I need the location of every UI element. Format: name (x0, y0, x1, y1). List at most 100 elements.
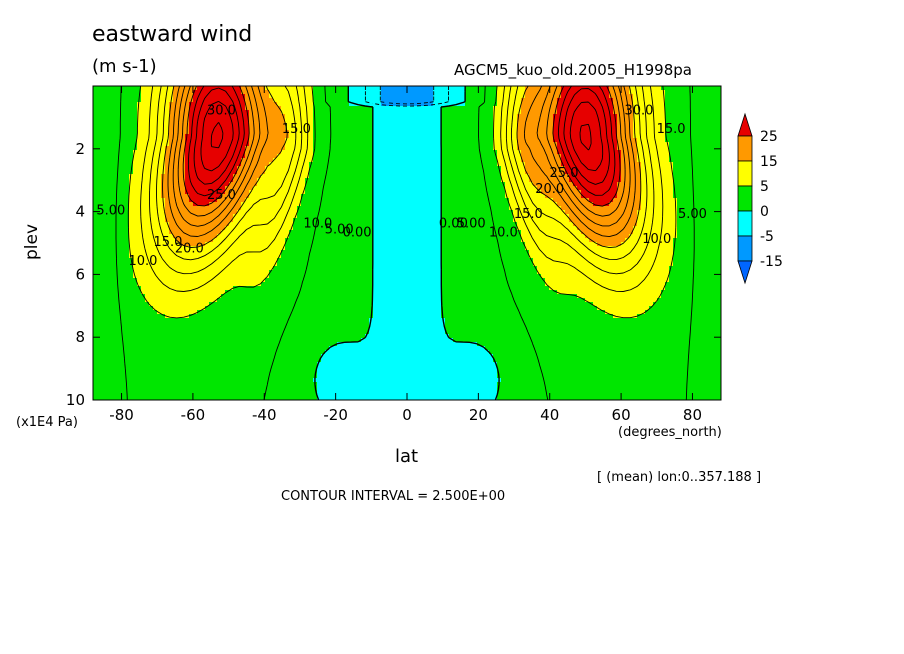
field-cell (541, 154, 546, 159)
field-cell (461, 178, 466, 183)
field-cell (501, 198, 506, 203)
field-cell (693, 158, 698, 163)
field-cell (109, 154, 114, 159)
field-cell (129, 202, 134, 207)
field-cell (581, 130, 586, 135)
field-cell (361, 114, 366, 119)
field-cell (101, 182, 106, 187)
field-cell (589, 102, 594, 107)
field-cell (513, 118, 518, 123)
field-cell (501, 190, 506, 195)
field-cell (445, 110, 450, 115)
field-cell (385, 98, 390, 103)
field-cell (97, 150, 102, 155)
field-cell (489, 134, 494, 139)
field-cell (561, 130, 566, 135)
field-cell (217, 170, 222, 175)
field-cell (705, 122, 710, 127)
field-cell (97, 166, 102, 171)
field-cell (481, 206, 486, 211)
field-cell (453, 122, 458, 127)
field-cell (417, 130, 422, 135)
field-cell (377, 182, 382, 187)
field-cell (377, 158, 382, 163)
field-cell (189, 190, 194, 195)
field-cell (357, 166, 362, 171)
field-cell (425, 134, 430, 139)
field-cell (277, 174, 282, 179)
field-cell (277, 138, 282, 143)
field-cell (489, 130, 494, 135)
field-cell (593, 126, 598, 131)
field-cell (557, 106, 562, 111)
field-cell (393, 126, 398, 131)
field-cell (413, 130, 418, 135)
field-cell (265, 130, 270, 135)
field-cell (453, 182, 458, 187)
field-cell (681, 166, 686, 171)
field-cell (457, 150, 462, 155)
field-cell (357, 86, 362, 91)
field-cell (685, 198, 690, 203)
field-cell (365, 142, 370, 147)
field-cell (361, 198, 366, 203)
field-cell (333, 122, 338, 127)
field-cell (117, 154, 122, 159)
field-cell (489, 158, 494, 163)
field-cell (453, 90, 458, 95)
field-cell (189, 202, 194, 207)
field-cell (401, 90, 406, 95)
field-cell (421, 190, 426, 195)
field-cell (145, 186, 150, 191)
field-cell (145, 206, 150, 211)
field-cell (245, 98, 250, 103)
field-cell (641, 98, 646, 103)
field-cell (337, 198, 342, 203)
field-cell (93, 138, 98, 143)
field-cell (453, 206, 458, 211)
field-cell (149, 150, 154, 155)
field-cell (397, 166, 402, 171)
field-cell (333, 178, 338, 183)
field-cell (353, 194, 358, 199)
field-cell (245, 106, 250, 111)
field-cell (673, 166, 678, 171)
field-cell (589, 94, 594, 99)
field-cell (585, 182, 590, 187)
field-cell (397, 86, 402, 91)
field-cell (589, 162, 594, 167)
field-cell (409, 146, 414, 151)
field-cell (341, 130, 346, 135)
field-cell (617, 118, 622, 123)
field-cell (517, 114, 522, 119)
field-cell (93, 118, 98, 123)
field-cell (481, 126, 486, 131)
field-cell (409, 114, 414, 119)
field-cell (661, 154, 666, 159)
field-cell (533, 166, 538, 171)
field-cell (521, 110, 526, 115)
field-cell (221, 118, 226, 123)
field-cell (273, 122, 278, 127)
field-cell (329, 202, 334, 207)
field-cell (625, 86, 630, 91)
field-cell (685, 158, 690, 163)
field-cell (125, 114, 130, 119)
field-cell (429, 178, 434, 183)
field-cell (101, 90, 106, 95)
field-cell (329, 94, 334, 99)
field-cell (357, 194, 362, 199)
field-cell (473, 158, 478, 163)
field-cell (585, 202, 590, 207)
field-cell (337, 194, 342, 199)
field-cell (425, 86, 430, 91)
field-cell (305, 106, 310, 111)
field-cell (641, 170, 646, 175)
field-cell (485, 86, 490, 91)
field-cell (265, 154, 270, 159)
field-cell (233, 98, 238, 103)
field-cell (461, 170, 466, 175)
field-cell (257, 206, 262, 211)
field-cell (493, 178, 498, 183)
field-cell (533, 170, 538, 175)
